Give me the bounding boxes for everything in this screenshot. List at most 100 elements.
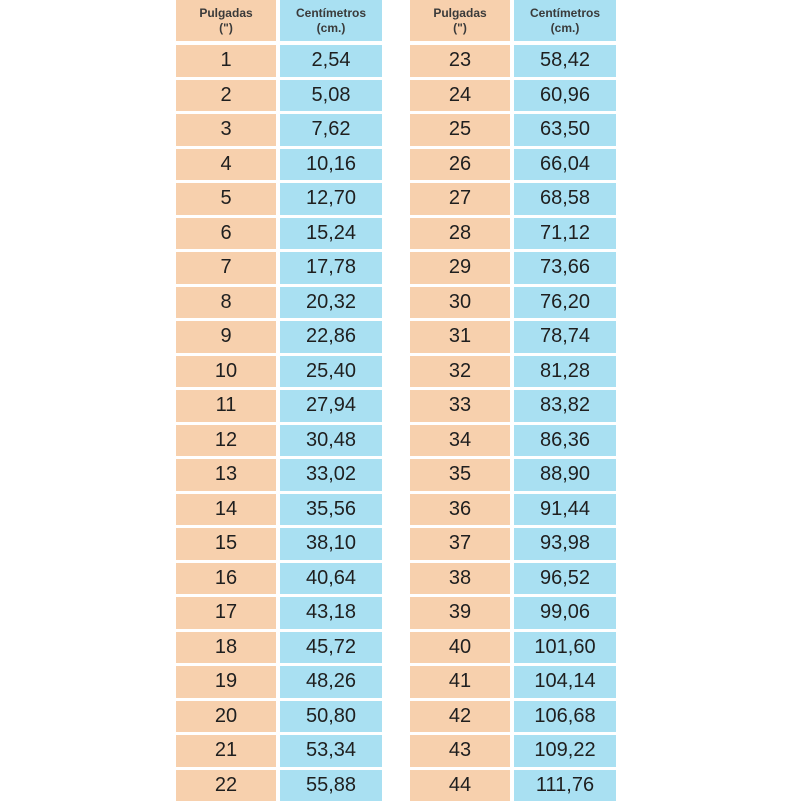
inches-cell: 17 — [176, 597, 276, 629]
table-row: 30 76,20 — [410, 286, 616, 318]
table-row: 17 43,18 — [176, 597, 382, 629]
conversion-table-left: Pulgadas (") Centímetros (cm.) 1 2,54 2 5,0… — [176, 0, 382, 804]
inches-cell: 15 — [176, 528, 276, 560]
header-cm-label: Centímetros — [295, 5, 366, 20]
table-row: 6 15,24 — [176, 217, 382, 249]
centimeters-cell: 60,96 — [514, 79, 616, 111]
table-row: 10 25,40 — [176, 355, 382, 387]
header-inches: Pulgadas (") — [410, 0, 510, 41]
centimeters-cell: 17,78 — [280, 252, 382, 284]
centimeters-cell: 53,34 — [280, 735, 382, 767]
header-inches-label: Pulgadas — [433, 5, 487, 20]
header-cm-unit: (cm.) — [550, 20, 580, 35]
header-inches-label: Pulgadas — [199, 5, 253, 20]
inches-cell: 21 — [176, 735, 276, 767]
centimeters-cell: 88,90 — [514, 459, 616, 491]
centimeters-cell: 58,42 — [514, 45, 616, 77]
table-row: 28 71,12 — [410, 217, 616, 249]
table-row: 4 10,16 — [176, 148, 382, 180]
inches-cell: 32 — [410, 355, 510, 387]
table-row: 39 99,06 — [410, 597, 616, 629]
centimeters-cell: 55,88 — [280, 769, 382, 801]
header-inches-unit: (") — [453, 20, 467, 35]
table-row: 7 17,78 — [176, 252, 382, 284]
inches-cell: 7 — [176, 252, 276, 284]
centimeters-cell: 10,16 — [280, 148, 382, 180]
inches-cell: 29 — [410, 252, 510, 284]
table-row: 32 81,28 — [410, 355, 616, 387]
inches-cell: 33 — [410, 390, 510, 422]
inches-cell: 23 — [410, 45, 510, 77]
table-row: 34 86,36 — [410, 424, 616, 456]
table-row: 1 2,54 — [176, 45, 382, 77]
table-row: 15 38,10 — [176, 528, 382, 560]
table-row: 42 106,68 — [410, 700, 616, 732]
inches-cell: 10 — [176, 355, 276, 387]
inches-cell: 5 — [176, 183, 276, 215]
centimeters-cell: 68,58 — [514, 183, 616, 215]
table-row: 2 5,08 — [176, 79, 382, 111]
table-row: 44 111,76 — [410, 769, 616, 801]
inches-cell: 13 — [176, 459, 276, 491]
centimeters-cell: 45,72 — [280, 631, 382, 663]
inches-cell: 8 — [176, 286, 276, 318]
inches-cell: 27 — [410, 183, 510, 215]
table-row: 40 101,60 — [410, 631, 616, 663]
table-row: 18 45,72 — [176, 631, 382, 663]
table-row: 41 104,14 — [410, 666, 616, 698]
inches-cell: 4 — [176, 148, 276, 180]
table-row: 23 58,42 — [410, 45, 616, 77]
centimeters-cell: 99,06 — [514, 597, 616, 629]
header-inches-unit: (") — [219, 20, 233, 35]
inches-cell: 28 — [410, 217, 510, 249]
inches-cell: 2 — [176, 79, 276, 111]
centimeters-cell: 78,74 — [514, 321, 616, 353]
table-body: 1 2,54 2 5,08 3 7,62 4 10,16 5 12,70 6 15,24 7 17,78 8… — [176, 45, 382, 801]
table-row: 9 22,86 — [176, 321, 382, 353]
inches-cell: 41 — [410, 666, 510, 698]
centimeters-cell: 30,48 — [280, 424, 382, 456]
centimeters-cell: 15,24 — [280, 217, 382, 249]
centimeters-cell: 111,76 — [514, 769, 616, 801]
centimeters-cell: 43,18 — [280, 597, 382, 629]
inches-cell: 39 — [410, 597, 510, 629]
centimeters-cell: 109,22 — [514, 735, 616, 767]
table-row: 35 88,90 — [410, 459, 616, 491]
centimeters-cell: 7,62 — [280, 114, 382, 146]
inches-cell: 16 — [176, 562, 276, 594]
inches-cell: 20 — [176, 700, 276, 732]
inches-cell: 11 — [176, 390, 276, 422]
inches-cell: 35 — [410, 459, 510, 491]
table-row: 21 53,34 — [176, 735, 382, 767]
inches-cell: 26 — [410, 148, 510, 180]
inches-cell: 44 — [410, 769, 510, 801]
table-row: 11 27,94 — [176, 390, 382, 422]
inches-cell: 19 — [176, 666, 276, 698]
table-row: 29 73,66 — [410, 252, 616, 284]
inches-cell: 40 — [410, 631, 510, 663]
centimeters-cell: 93,98 — [514, 528, 616, 560]
table-row: 36 91,44 — [410, 493, 616, 525]
table-row: 38 96,52 — [410, 562, 616, 594]
centimeters-cell: 104,14 — [514, 666, 616, 698]
table-body: 23 58,42 24 60,96 25 63,50 26 66,04 27 68,58 28 71,… — [410, 45, 616, 801]
inches-cell: 12 — [176, 424, 276, 456]
table-row: 31 78,74 — [410, 321, 616, 353]
table-row: 8 20,32 — [176, 286, 382, 318]
table-row: 16 40,64 — [176, 562, 382, 594]
centimeters-cell: 81,28 — [514, 355, 616, 387]
centimeters-cell: 27,94 — [280, 390, 382, 422]
inches-cell: 30 — [410, 286, 510, 318]
table-header: Pulgadas (") Centímetros (cm.) — [176, 0, 382, 41]
centimeters-cell: 66,04 — [514, 148, 616, 180]
table-row: 19 48,26 — [176, 666, 382, 698]
centimeters-cell: 71,12 — [514, 217, 616, 249]
centimeters-cell: 50,80 — [280, 700, 382, 732]
inches-cell: 37 — [410, 528, 510, 560]
table-header: Pulgadas (") Centímetros (cm.) — [410, 0, 616, 41]
table-row: 37 93,98 — [410, 528, 616, 560]
inches-cell: 38 — [410, 562, 510, 594]
centimeters-cell: 35,56 — [280, 493, 382, 525]
centimeters-cell: 22,86 — [280, 321, 382, 353]
inches-cell: 31 — [410, 321, 510, 353]
